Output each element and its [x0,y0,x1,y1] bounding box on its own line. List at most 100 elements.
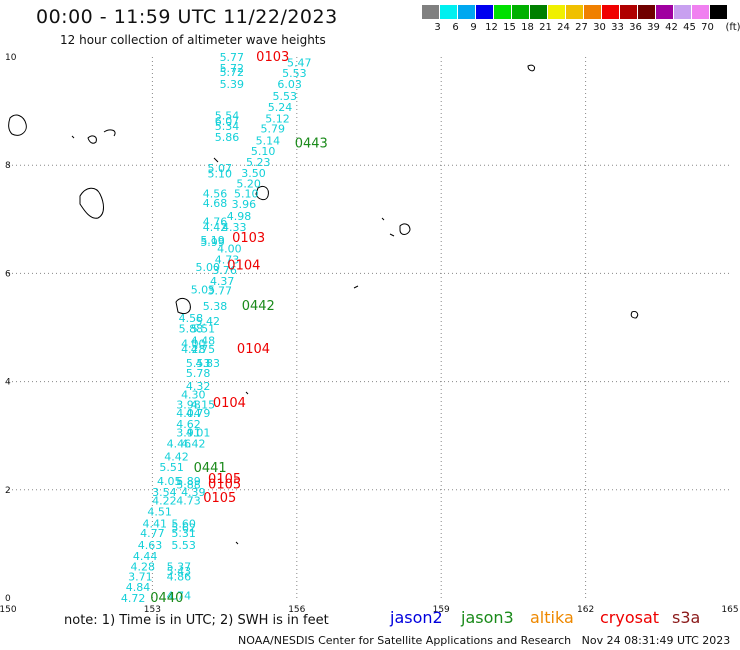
satellite-name: jason3 [461,608,514,627]
wave-height-value: 5.38 [203,300,228,313]
legend-swatch [512,5,529,19]
wave-height-labels: 5.775.725.725.395.546.075.345.865.075.10… [121,51,312,605]
legend-label: 36 [629,22,642,33]
wave-height-value: 4.75 [191,343,216,356]
island-outline [630,311,639,319]
pass-time-label: 0104 [213,396,246,411]
island-outline [213,157,219,163]
wave-height-value: 4.98 [227,210,252,223]
wave-height-value: 4.28 [131,561,156,574]
legend-swatch [458,5,475,19]
wave-height-value: 5.54 [215,109,240,122]
axis-ticks: 150 153 156 159 162 165 0 2 4 6 8 10 [0,53,739,615]
credit-line: NOAA/NESDIS Center for Satellite Applica… [238,634,731,647]
wave-height-value: 4.56 [203,187,228,200]
legend-label: 27 [575,22,588,33]
wave-height-value: 5.62 [171,522,196,535]
wave-height-value: 5.51 [191,323,216,336]
wave-height-value: 4.04 [176,407,201,420]
lat-tick-label: 10 [5,53,17,63]
footer-note: note: 1) Time is in UTC; 2) SWH is in fe… [64,613,329,628]
wave-height-value: 4.84 [126,581,151,594]
map-grid [8,57,730,598]
wave-height-value: 4.74 [167,589,192,602]
island-outline [353,285,359,289]
wave-height-value: 5.99 [200,236,225,249]
island-outline [381,217,385,221]
wave-height-value: 3.54 [152,486,177,499]
legend-label: 15 [503,22,516,33]
wave-height-value: 4.15 [191,398,216,411]
wave-height-value: 5.05 [191,284,216,297]
wave-height-value: 4.63 [138,539,163,552]
island-outline [245,391,249,395]
wave-height-value: 5.88 [176,478,201,491]
wave-height-value: 6.07 [215,115,240,128]
island-outline [175,297,191,315]
wave-height-value: 5.60 [171,517,196,530]
legend-label: 12 [485,22,498,33]
wave-height-value: 4.22 [152,495,177,508]
island-outline [71,135,75,139]
lon-tick-label: 162 [577,605,594,615]
wave-height-value: 3.96 [232,198,257,211]
wave-height-value: 4.86 [167,570,192,583]
wave-height-value: 5.10 [251,145,276,158]
lat-tick-label: 8 [5,161,11,171]
legend-label: 45 [683,22,696,33]
wave-height-value: 3.91 [176,426,201,439]
lon-tick-label: 159 [433,605,450,615]
legend-label: 6 [452,22,459,33]
legend-label: 9 [470,22,477,33]
wave-height-value: 4.72 [121,592,146,605]
wave-height-value: 5.07 [208,162,233,175]
legend-label: 42 [665,22,678,33]
page-subtitle: 12 hour collection of altimeter wave hei… [60,33,326,47]
page-title: 00:00 - 11:59 UTC 11/22/2023 [36,6,338,28]
legend-swatch [548,5,565,19]
wave-height-value: 5.72 [220,66,245,79]
legend-label: 3 [434,22,441,33]
wave-height-value: 4.76 [203,215,228,228]
island-outline [527,64,535,72]
wave-height-value: 4.42 [164,450,189,463]
island-outline [399,223,411,235]
wave-height-value: 5.37 [167,561,192,574]
wave-height-value: 5.53 [273,90,298,103]
wave-height-value: 3.98 [176,398,201,411]
wave-height-value: 5.79 [260,122,285,135]
lon-tick-label: 165 [721,605,738,615]
pass-time-label: 0440 [150,591,183,606]
wave-height-value: 4.48 [191,334,216,347]
lon-tick-label: 153 [144,605,161,615]
wave-height-value: 4.28 [181,343,206,356]
wave-height-value: 5.51 [159,461,184,474]
wave-height-value: 4.37 [210,275,235,288]
island-outline [389,233,395,237]
wave-height-value: 5.43 [167,565,192,578]
wave-height-value: 4.41 [143,517,168,530]
satellite-name: cryosat [600,608,660,627]
wave-height-value: 4.05 [157,475,182,488]
legend-swatch [692,5,709,19]
wave-height-value: 4.00 [217,243,242,256]
pass-time-label: 0443 [295,137,328,152]
island-outline [103,129,116,137]
legend-swatch [602,5,619,19]
wave-height-value: 5.00 [196,261,221,274]
wave-height-value: 4.44 [133,550,158,563]
legend-swatch [656,5,673,19]
pass-time-label: 0442 [242,299,275,314]
wave-height-value: 4.32 [186,380,211,393]
legend-swatch [440,5,457,19]
legend-label: 39 [647,22,660,33]
wave-height-value: 5.53 [282,67,307,80]
lat-tick-label: 4 [5,378,11,388]
legend-label: 18 [521,22,534,33]
wave-height-value: 5.10 [234,187,259,200]
wave-height-value: 5.72 [220,62,245,75]
lat-tick-label: 0 [5,594,11,604]
wave-height-value: 4.79 [186,407,211,420]
wave-height-value: 4.42 [181,437,206,450]
